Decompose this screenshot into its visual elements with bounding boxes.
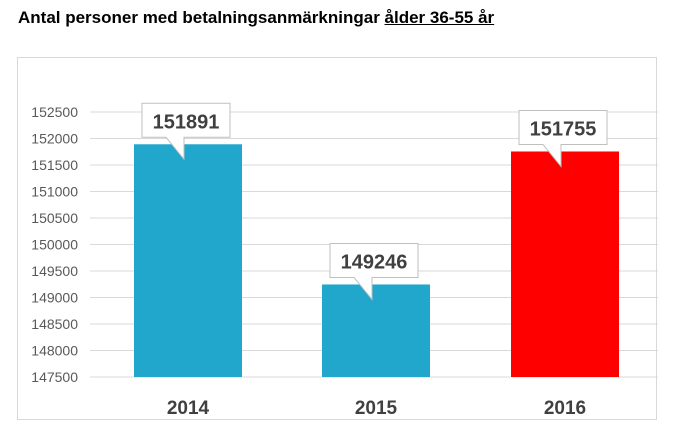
chart-title-main: Antal personer med betalningsanmärkninga… — [18, 8, 385, 27]
data-label-callout — [518, 109, 608, 168]
data-label: 149246 — [341, 251, 408, 273]
chart-title: Antal personer med betalningsanmärkninga… — [18, 8, 494, 28]
y-tick-label: 149500 — [31, 263, 78, 279]
y-tick-label: 149000 — [31, 290, 78, 306]
y-tick-label: 152500 — [31, 104, 78, 120]
y-tick-label: 152000 — [31, 131, 78, 147]
bar-2015 — [322, 284, 430, 377]
x-tick-label: 2016 — [544, 398, 586, 419]
y-tick-label: 148000 — [31, 343, 78, 359]
data-label: 151891 — [153, 111, 220, 133]
y-tick-label: 151000 — [31, 184, 78, 200]
data-label-callout — [141, 102, 231, 161]
chart-title-underlined: ålder 36-55 år — [384, 8, 495, 27]
x-tick-label: 2015 — [355, 398, 398, 419]
x-tick-label: 2014 — [167, 398, 210, 419]
y-tick-label: 151500 — [31, 157, 78, 173]
y-tick-label: 150000 — [31, 237, 78, 253]
y-tick-label: 150500 — [31, 210, 78, 226]
data-label: 151755 — [530, 118, 597, 140]
chart-frame — [17, 57, 657, 420]
bar-2014 — [134, 144, 242, 377]
bar-2016 — [511, 151, 619, 377]
data-label-callout — [329, 242, 419, 301]
y-tick-label: 147500 — [31, 369, 78, 385]
y-tick-label: 148500 — [31, 316, 78, 332]
